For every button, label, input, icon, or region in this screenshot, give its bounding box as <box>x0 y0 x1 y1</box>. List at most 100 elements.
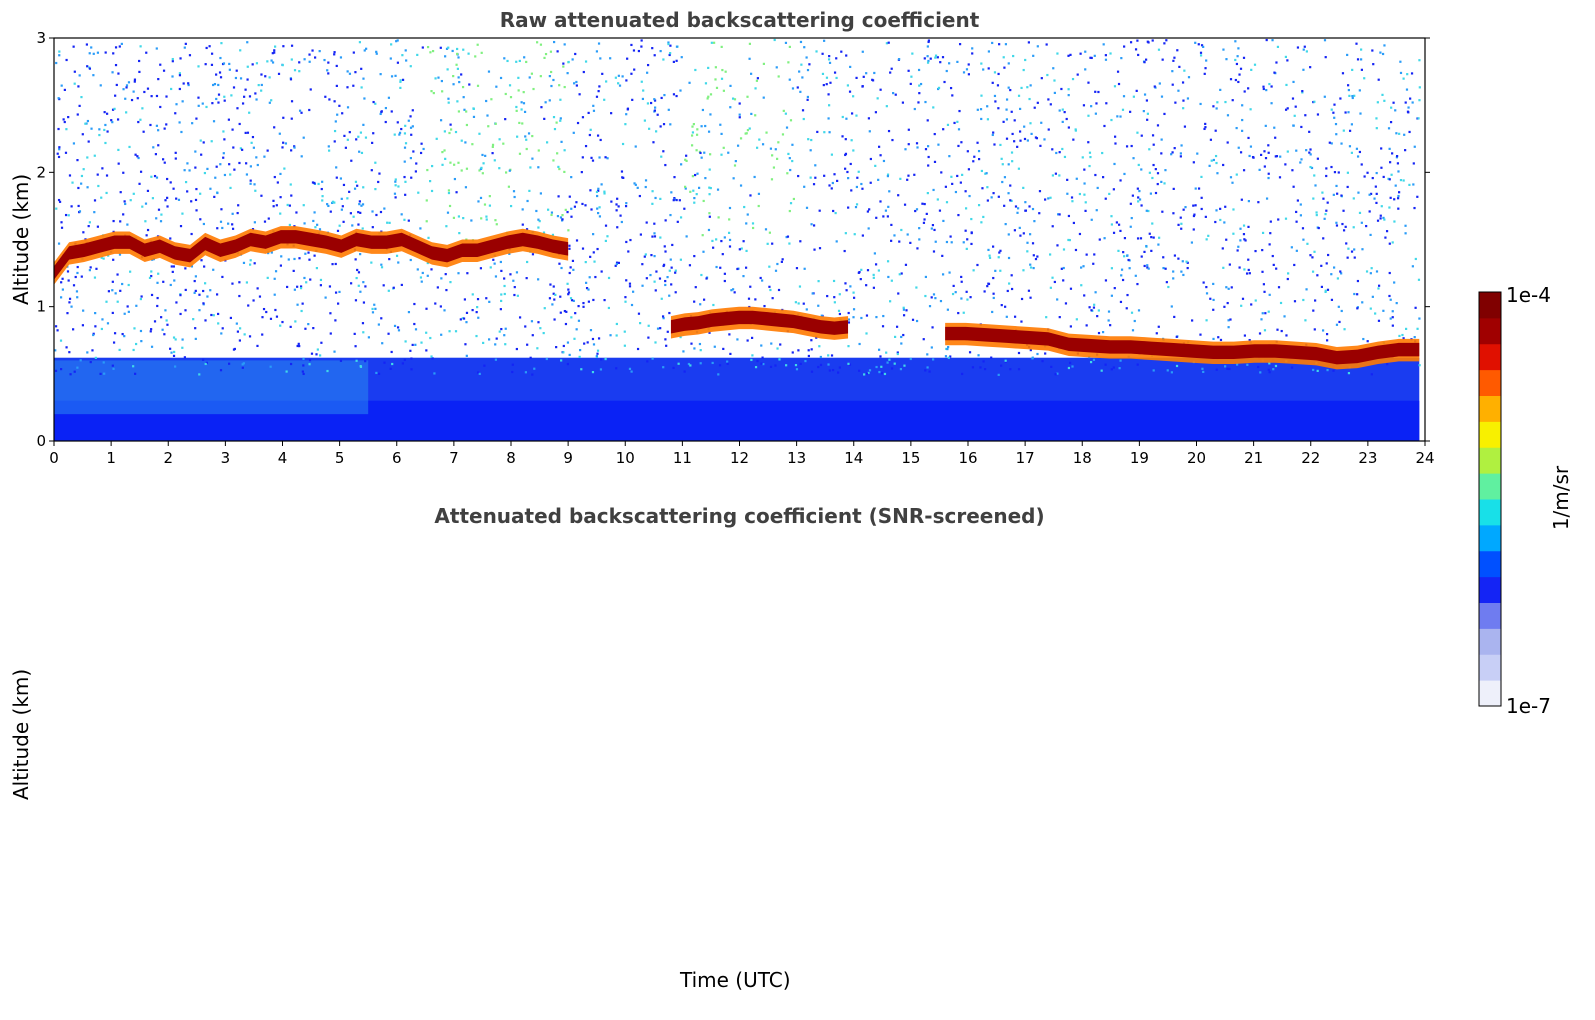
speckle <box>1229 318 1232 321</box>
speckle <box>888 358 891 361</box>
speckle <box>360 86 363 89</box>
speckle <box>720 77 724 80</box>
speckle <box>1012 54 1015 58</box>
speckle <box>393 133 396 136</box>
speckle <box>1391 310 1394 313</box>
speckle <box>222 62 226 65</box>
speckle <box>1205 285 1208 289</box>
speckle <box>835 240 838 243</box>
speckle <box>1194 204 1197 207</box>
speckle <box>729 84 732 87</box>
speckle <box>1258 168 1261 171</box>
speckle <box>1004 359 1007 362</box>
speckle <box>1296 199 1299 202</box>
speckle <box>1316 113 1320 116</box>
speckle <box>233 347 236 351</box>
speckle <box>1309 153 1312 156</box>
speckle <box>830 153 834 156</box>
speckle <box>463 298 466 301</box>
speckle <box>133 80 136 83</box>
speckle <box>92 52 95 55</box>
speckle <box>559 98 562 101</box>
speckle <box>1097 90 1100 94</box>
speckle <box>707 66 710 70</box>
speckle <box>652 141 655 144</box>
speckle <box>886 175 890 178</box>
speckle <box>943 80 946 84</box>
speckle <box>805 206 809 209</box>
speckle <box>88 67 92 70</box>
speckle <box>488 204 492 207</box>
speckle <box>868 208 871 211</box>
speckle <box>1325 167 1328 170</box>
speckle <box>867 117 870 120</box>
speckle <box>194 198 198 202</box>
speckle <box>74 275 77 279</box>
speckle <box>248 335 252 338</box>
speckle <box>599 368 603 371</box>
speckle <box>1044 352 1047 355</box>
speckle <box>761 279 764 282</box>
speckle <box>175 197 178 200</box>
speckle <box>118 45 121 48</box>
speckle <box>1305 288 1308 291</box>
speckle <box>367 336 370 339</box>
speckle <box>298 61 301 64</box>
speckle <box>907 174 910 177</box>
speckle <box>860 268 863 271</box>
speckle <box>700 156 703 159</box>
speckle <box>1294 105 1297 108</box>
speckle <box>300 155 303 158</box>
speckle <box>241 366 244 369</box>
speckle <box>1363 175 1366 178</box>
speckle <box>263 155 266 158</box>
speckle <box>420 341 423 344</box>
speckle <box>1082 104 1086 107</box>
speckle <box>318 50 321 53</box>
speckle <box>757 192 761 195</box>
speckle <box>303 222 306 225</box>
speckle <box>372 100 375 104</box>
speckle <box>1348 129 1352 132</box>
speckle <box>419 227 422 230</box>
speckle <box>447 189 451 192</box>
speckle <box>925 212 928 215</box>
speckle <box>897 292 900 295</box>
speckle <box>1002 56 1005 59</box>
speckle <box>778 358 781 361</box>
speckle <box>253 221 256 224</box>
speckle <box>426 45 430 49</box>
speckle <box>1363 77 1366 80</box>
speckle <box>220 42 223 45</box>
speckle <box>980 117 983 121</box>
speckle <box>662 58 665 61</box>
speckle <box>670 191 673 194</box>
speckle <box>597 187 600 190</box>
speckle <box>788 78 791 81</box>
speckle <box>1083 168 1086 171</box>
speckle <box>1263 329 1267 332</box>
speckle <box>784 112 787 115</box>
speckle <box>838 312 842 316</box>
speckle <box>1084 209 1087 212</box>
speckle <box>600 270 603 273</box>
speckle <box>1247 200 1250 203</box>
speckle <box>316 348 319 351</box>
speckle <box>1379 217 1382 220</box>
speckle <box>876 97 879 100</box>
speckle <box>374 102 377 105</box>
speckle <box>872 273 875 276</box>
speckle <box>770 178 774 181</box>
speckle <box>1024 58 1027 62</box>
speckle <box>494 358 498 361</box>
speckle <box>765 131 768 134</box>
speckle <box>879 88 882 91</box>
speckle <box>1312 368 1315 372</box>
speckle <box>195 209 198 212</box>
speckle <box>1205 292 1209 295</box>
speckle <box>656 327 660 330</box>
speckle <box>114 292 117 295</box>
speckle <box>1257 365 1260 369</box>
speckle <box>789 168 792 172</box>
speckle <box>1418 59 1421 62</box>
